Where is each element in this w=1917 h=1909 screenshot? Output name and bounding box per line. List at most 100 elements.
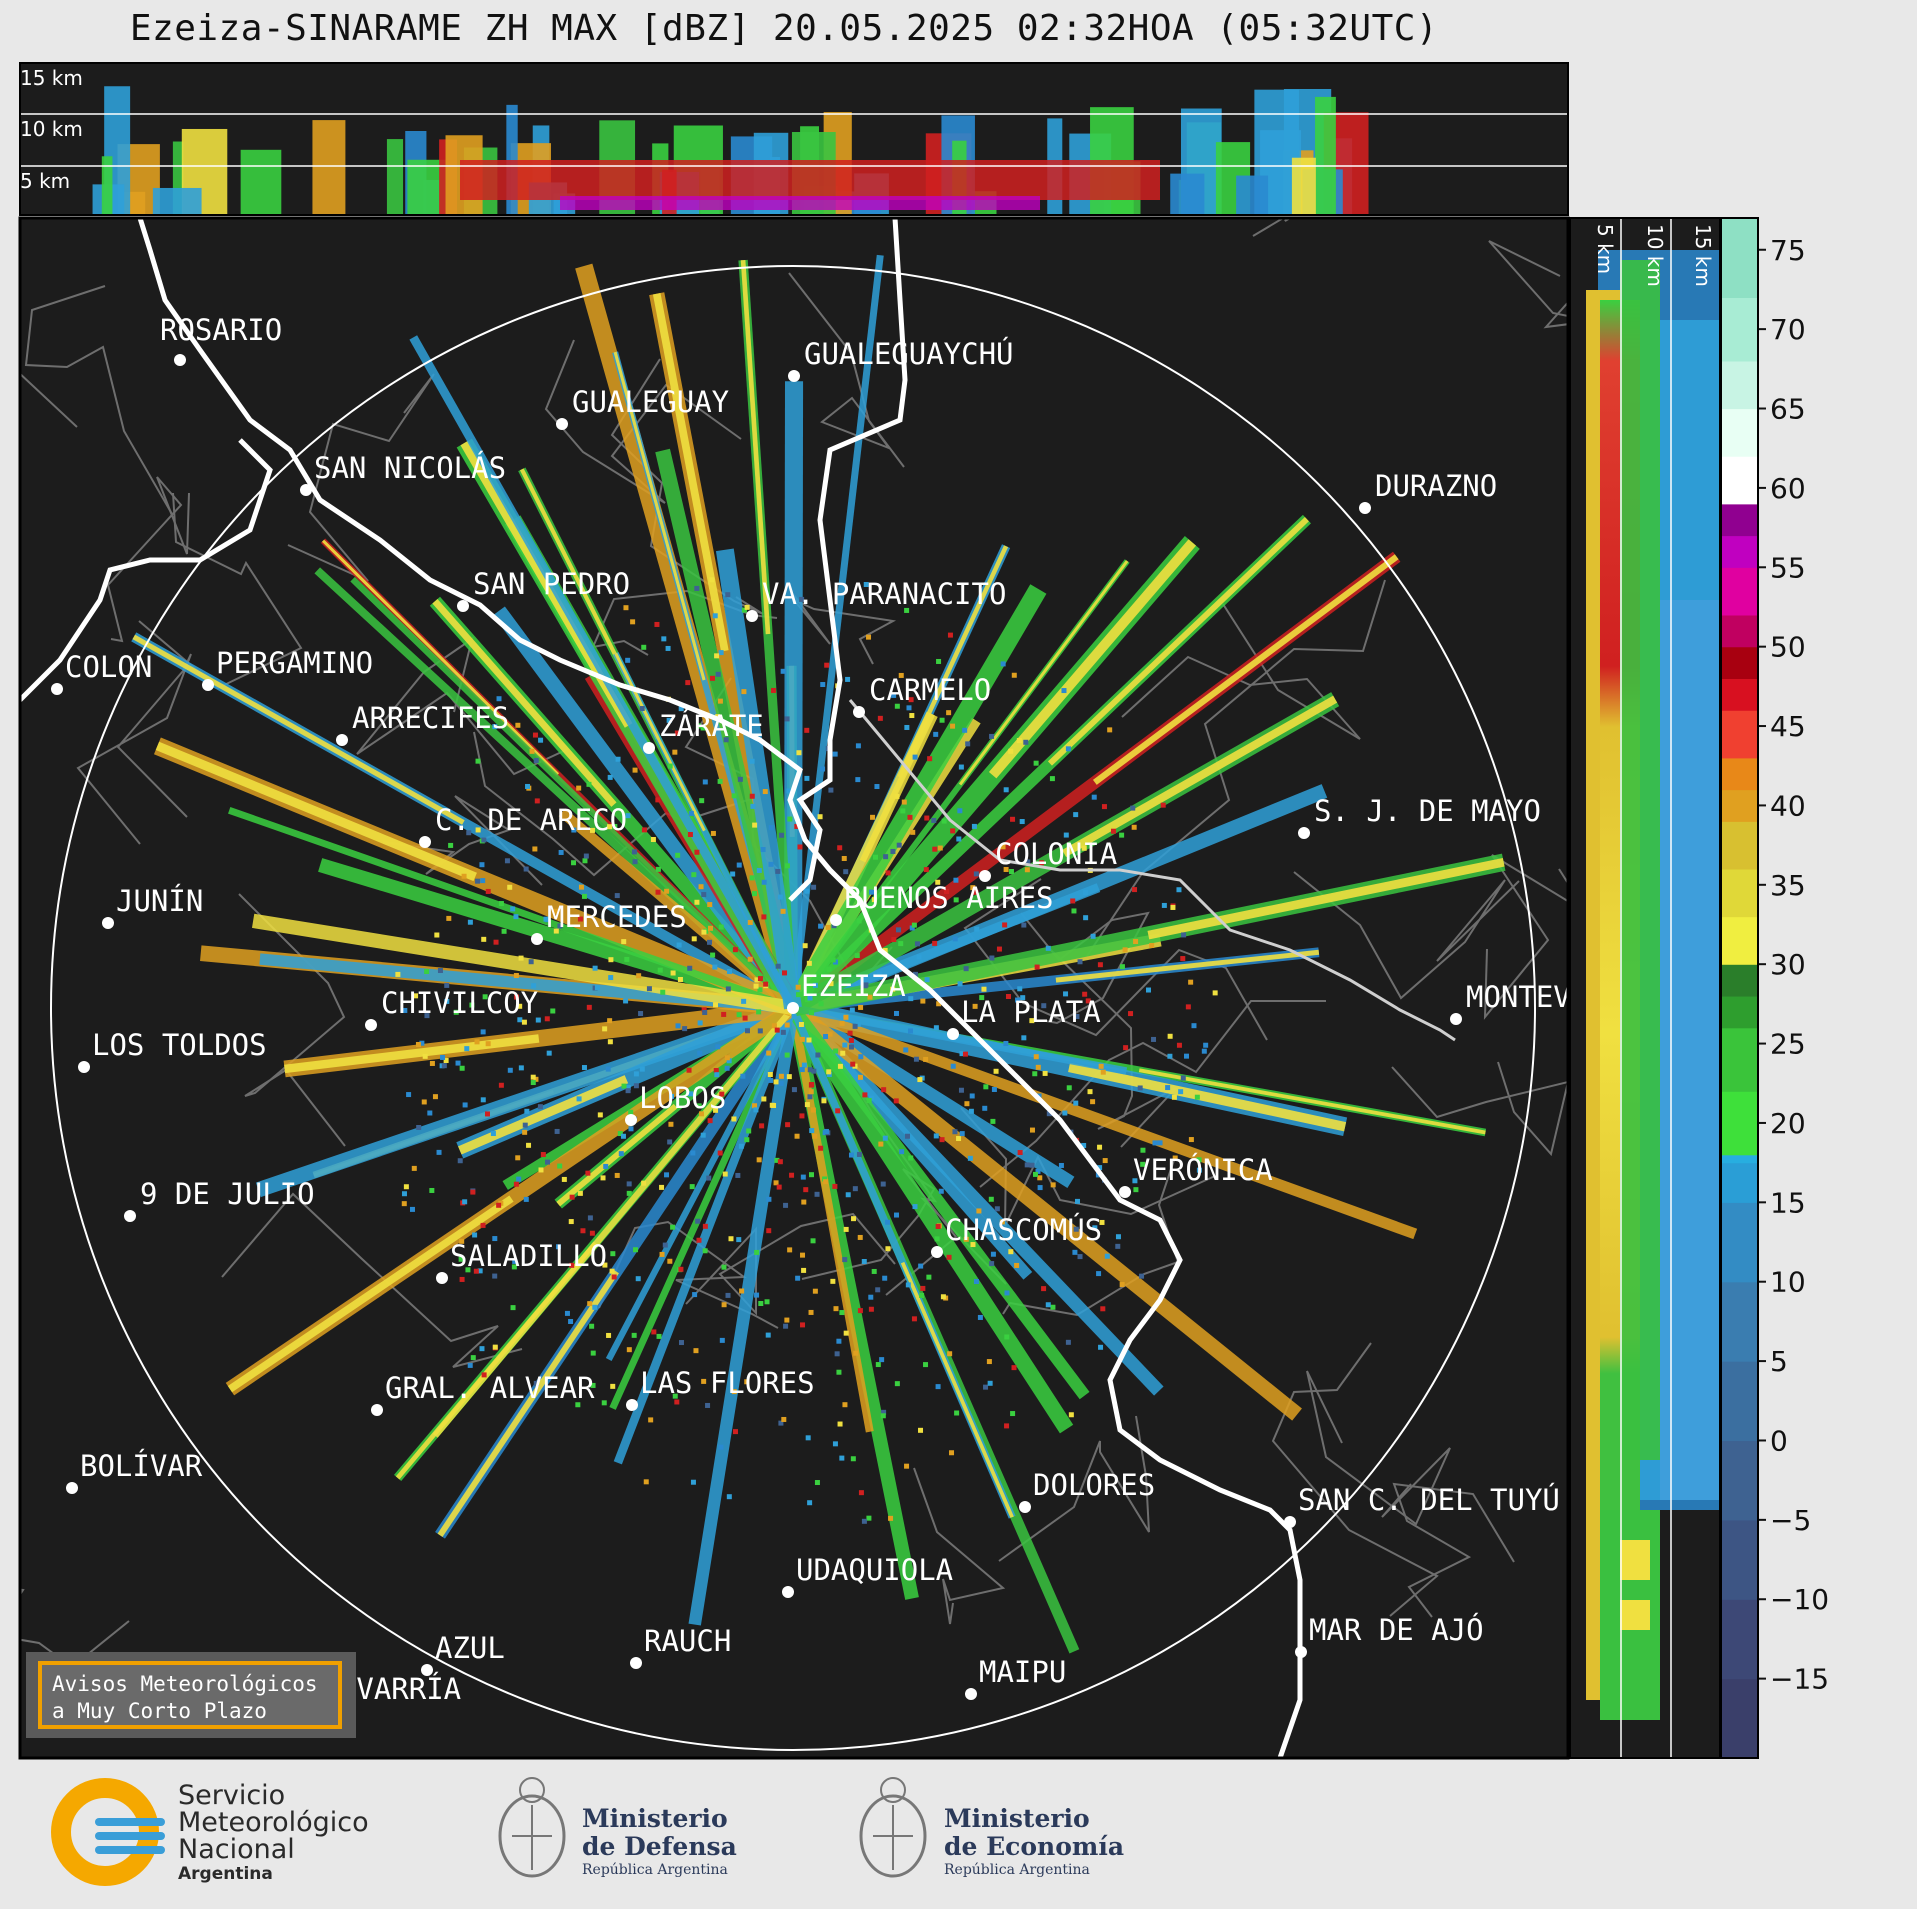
city-20: CHIVILCOY [365,986,538,1031]
colorbar-tick-8: 35 [1770,869,1806,902]
city-label: RAUCH [644,1624,731,1658]
side-alt-label-10: 10 km [1643,224,1667,287]
city-dot [1295,1646,1307,1658]
city-13: C. DE ARECO [419,803,627,848]
city-dot [202,679,214,691]
city-markers: ROSARIO GUALEGUAYCHÚ GUALEGUAY SAN NICOLÁS D… [51,313,1568,1717]
city-dot [643,742,655,754]
city-label: C. DE ARECO [435,803,627,837]
city-dot [457,600,469,612]
city-dot [66,1482,78,1494]
colorbar-tick-10: 25 [1770,1028,1806,1061]
economia-line-2: de Economía [944,1832,1125,1861]
city-dot [1284,1516,1296,1528]
city-label: ARRECIFES [352,701,509,735]
economia-line-1: Ministerio [944,1804,1090,1833]
city-label: BUENOS AIRES [844,881,1054,915]
top-alt-label-15: 15 km [20,66,83,90]
notice-box: Avisos Meteorológicos a Muy Corto Plazo [38,1661,342,1729]
city-label: LAS FLORES [640,1366,815,1400]
economia-line-3: República Argentina [944,1862,1090,1878]
city-32: SAN C. DEL TUYÚ [1284,1483,1560,1528]
city-label: 9 DE JULIO [140,1177,315,1211]
city-dot [371,1404,383,1416]
city-9: CARMELO [853,673,991,718]
city-35: AZUL [421,1631,505,1676]
city-dot [78,1061,90,1073]
city-24: VERÓNICA [1119,1153,1273,1198]
city-label: COLON [65,650,152,684]
city-30: BOLÍVAR [66,1449,203,1494]
city-label: MAIPU [979,1655,1066,1689]
city-34: MAR DE AJÓ [1295,1613,1484,1658]
defensa-line-3: República Argentina [582,1862,728,1878]
city-label: AZUL [435,1631,505,1665]
city-dot [419,836,431,848]
city-4: DURAZNO [1359,469,1497,514]
city-38: MAIPU [965,1655,1066,1700]
colorbar-tick-0: 75 [1770,234,1806,267]
city-label: S. J. DE MAYO [1314,794,1541,828]
city-dot [1450,1013,1462,1025]
city-2: GUALEGUAY [556,385,729,430]
defensa-line-1: Ministerio [582,1804,728,1833]
smn-line-1: Servicio [178,1780,286,1811]
smn-logo-text: Servicio Meteorológico Nacional Argentin… [178,1782,369,1885]
city-label: UDAQUIOLA [796,1553,953,1587]
colorbar-tick-5: 50 [1770,631,1806,664]
city-17: MERCEDES [531,900,687,945]
city-dot [830,914,842,926]
colorbar-tick-2: 65 [1770,393,1806,426]
coat-of-arms-icon [859,1777,927,1878]
colorbar-tick-12: 15 [1770,1186,1806,1219]
colorbar-tick-13: 10 [1770,1266,1806,1299]
top-alt-label-5: 5 km [20,169,70,193]
city-7: COLON [51,650,152,695]
city-label: SAN NICOLÁS [314,451,506,485]
colorbar-tick-7: 40 [1770,789,1806,822]
city-25: 9 DE JULIO [124,1177,315,1222]
city-26: CHASCOMÚS [931,1213,1102,1258]
city-dot [630,1657,642,1669]
colorbar [1721,218,1758,1759]
city-11: ZÁRATE [643,709,764,754]
city-23: LOBOS [625,1081,726,1126]
city-label: GUALEGUAY [572,385,729,419]
city-label: DOLORES [1033,1468,1155,1502]
city-dot [51,683,63,695]
city-dot [1359,502,1371,514]
city-31: DOLORES [1019,1468,1155,1513]
city-label: LA PLATA [961,995,1101,1029]
city-3: SAN NICOLÁS [300,451,506,496]
range-ring [50,265,1536,1751]
top-alt-label-10: 10 km [20,117,83,141]
city-16: BUENOS AIRES [830,881,1054,926]
city-label: GRAL. ALVEAR [385,1371,595,1405]
city-label: SAN PEDRO [473,567,630,601]
city-27: SALADILLO [436,1239,607,1284]
city-dot [124,1210,136,1222]
city-label: MAR DE AJÓ [1309,1613,1484,1647]
city-label: BOLÍVAR [80,1449,203,1483]
city-dot [965,1688,977,1700]
coat-of-arms-icon [498,1777,566,1878]
city-dot [1019,1501,1031,1513]
city-dot [626,1399,638,1411]
top-cross-section-echoes [92,86,1369,215]
city-33: UDAQUIOLA [782,1553,953,1598]
city-21: LA PLATA [947,995,1101,1040]
colorbar-tick-18: −15 [1770,1663,1829,1696]
city-29: LAS FLORES [626,1366,815,1411]
city-dot [979,870,991,882]
city-label: LOS TOLDOS [92,1028,267,1062]
city-dot [531,933,543,945]
city-dot [947,1028,959,1040]
city-dot [746,610,758,622]
city-15: JUNÍN [102,884,203,929]
city-label: ROSARIO [160,313,282,347]
city-label: LOBOS [639,1081,726,1115]
side-cross-section-echoes [1586,250,1720,1720]
colorbar-tick-6: 45 [1770,710,1806,743]
colorbar-tick-4: 55 [1770,551,1806,584]
